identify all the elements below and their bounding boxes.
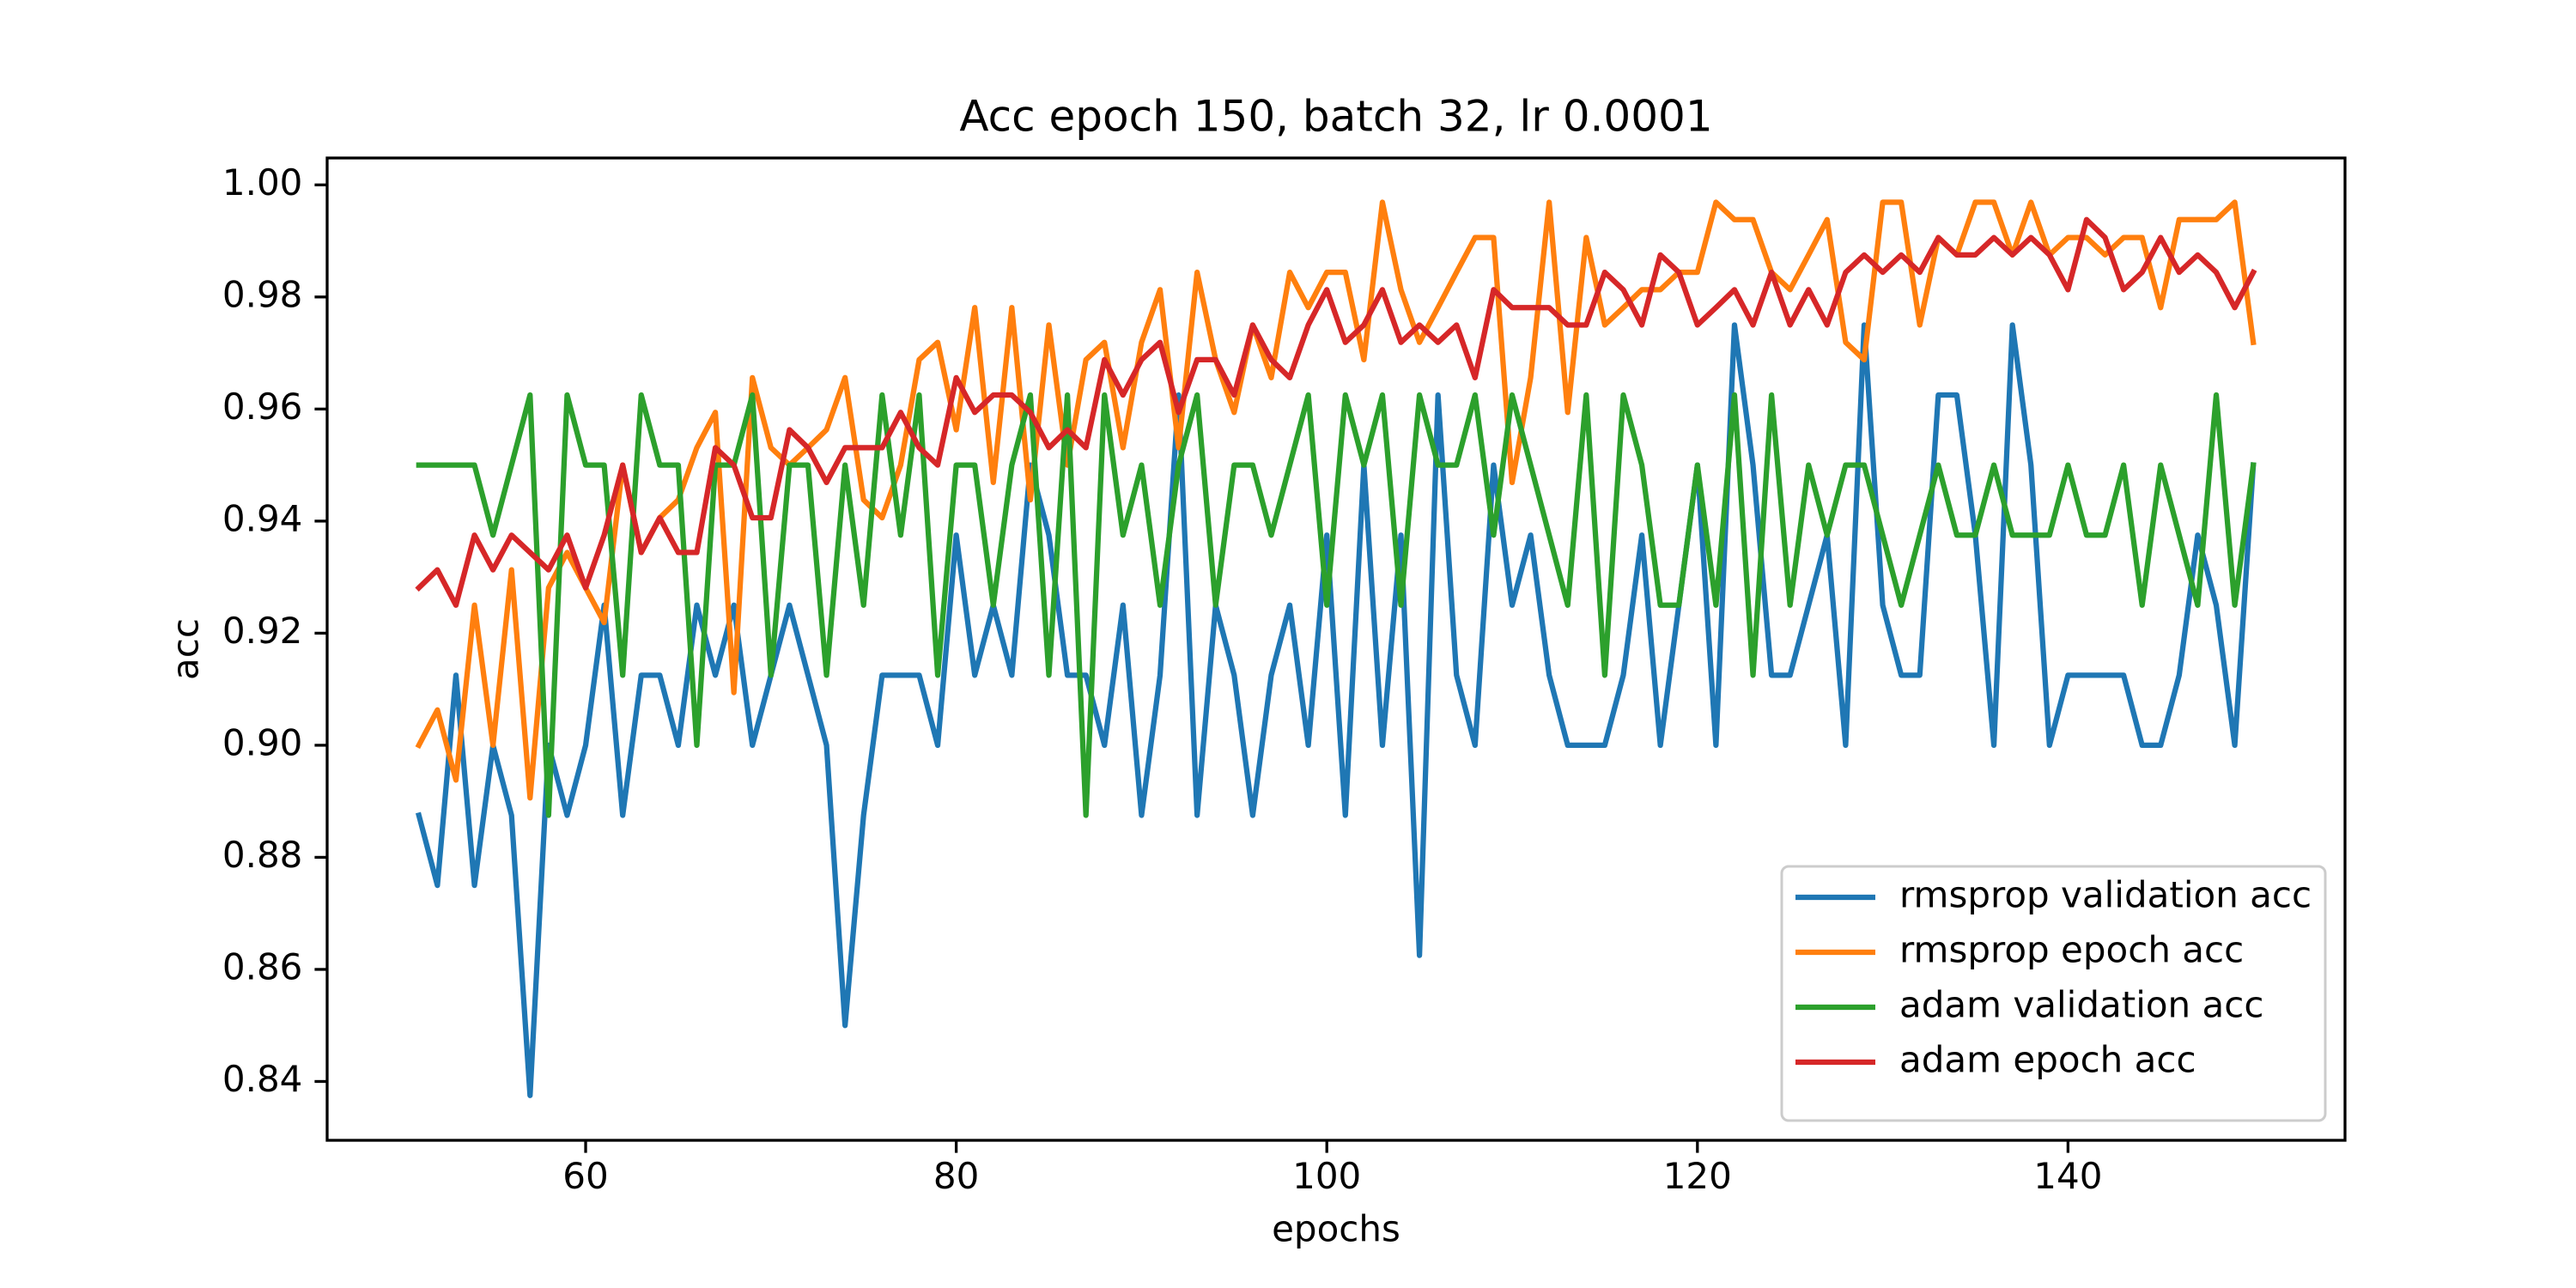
- data-line: [416, 392, 2257, 818]
- data-line: [415, 322, 2257, 1098]
- legend-box: [1780, 865, 2327, 1122]
- y-tick-label: 0.84: [222, 1058, 303, 1100]
- x-tick-label: 100: [1292, 1155, 1361, 1197]
- data-line: [415, 216, 2257, 608]
- legend-label: rmsprop validation acc: [1899, 874, 2312, 916]
- y-tick-label: 0.92: [222, 610, 303, 652]
- legend-label: adam validation acc: [1899, 984, 2263, 1026]
- legend-label: rmsprop epoch acc: [1899, 929, 2244, 971]
- y-tick-label: 0.96: [222, 386, 303, 428]
- legend: rmsprop validation acc rmsprop epoch acc a…: [1780, 865, 2327, 1122]
- y-axis-label: acc: [165, 618, 207, 680]
- y-tick-label: 0.86: [222, 945, 303, 987]
- chart-title: Acc epoch 150, batch 32, lr 0.0001: [959, 92, 1712, 142]
- y-tick-label: 0.94: [222, 497, 303, 539]
- x-axis-label: epochs: [1272, 1208, 1400, 1250]
- y-tick-label: 1.00: [222, 161, 303, 204]
- x-tick-label: 120: [1663, 1155, 1732, 1197]
- plot-frame: [325, 156, 2347, 1142]
- x-tick-label: 140: [2033, 1155, 2102, 1197]
- x-tick-label: 60: [562, 1155, 608, 1197]
- x-tick-label: 80: [933, 1155, 979, 1197]
- y-tick-label: 0.98: [222, 273, 303, 315]
- y-tick-label: 0.90: [222, 721, 303, 763]
- legend-label: adam epoch acc: [1899, 1039, 2196, 1081]
- y-tick-label: 0.88: [222, 834, 303, 876]
